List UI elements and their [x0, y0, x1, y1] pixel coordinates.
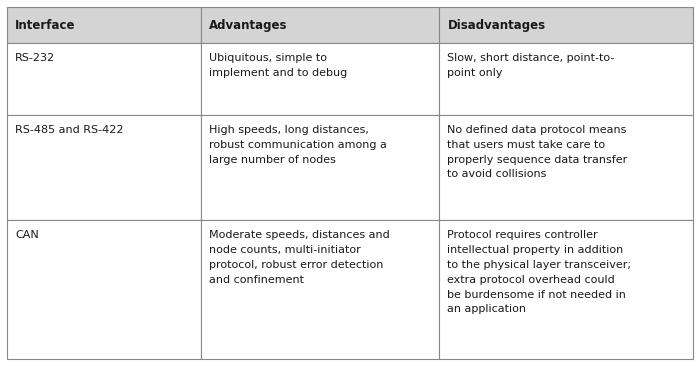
Bar: [201, 115, 440, 220]
Text: Moderate speeds, distances and
node counts, multi-initiator
protocol, robust err: Moderate speeds, distances and node coun…: [209, 230, 390, 285]
Text: High speeds, long distances,
robust communication among a
large number of nodes: High speeds, long distances, robust comm…: [209, 125, 386, 165]
Text: No defined data protocol means
that users must take care to
properly sequence da: No defined data protocol means that user…: [447, 125, 628, 179]
Bar: [440, 220, 693, 359]
Text: RS-485 and RS-422: RS-485 and RS-422: [15, 125, 123, 135]
Bar: [7, 115, 201, 220]
Text: RS-232: RS-232: [15, 53, 55, 63]
Text: Disadvantages: Disadvantages: [447, 19, 545, 32]
Bar: [201, 43, 440, 115]
Text: CAN: CAN: [15, 230, 38, 240]
Text: Ubiquitous, simple to
implement and to debug: Ubiquitous, simple to implement and to d…: [209, 53, 347, 78]
Bar: [201, 7, 440, 43]
Text: Protocol requires controller
intellectual property in addition
to the physical l: Protocol requires controller intellectua…: [447, 230, 631, 314]
Text: Interface: Interface: [15, 19, 76, 32]
Bar: [7, 43, 201, 115]
Bar: [440, 115, 693, 220]
Bar: [7, 7, 201, 43]
Bar: [440, 43, 693, 115]
Bar: [201, 220, 440, 359]
Bar: [440, 7, 693, 43]
Text: Advantages: Advantages: [209, 19, 288, 32]
Text: Slow, short distance, point-to-
point only: Slow, short distance, point-to- point on…: [447, 53, 615, 78]
Bar: [7, 220, 201, 359]
